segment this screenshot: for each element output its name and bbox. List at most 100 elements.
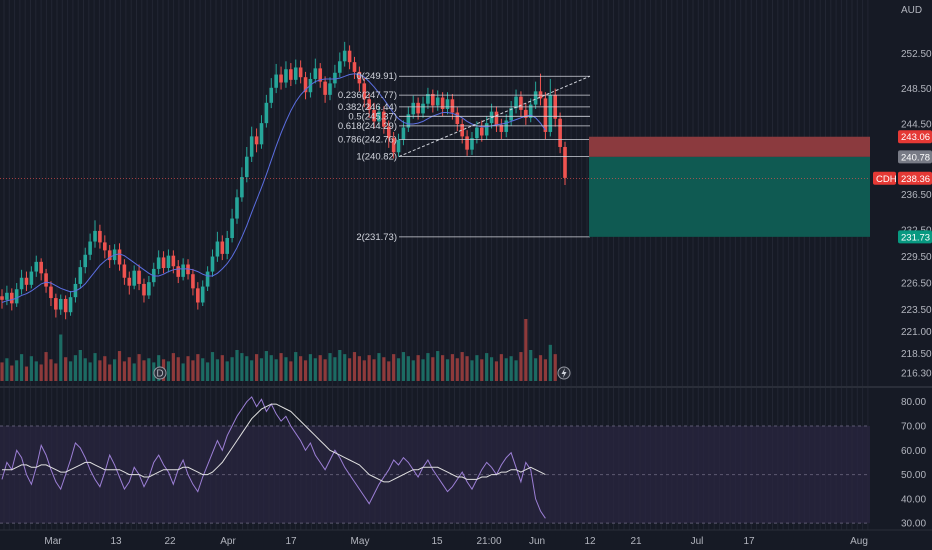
candle-body	[240, 177, 244, 198]
volume-bar	[93, 353, 97, 381]
time-axis-label: 12	[584, 536, 596, 547]
candle-body	[445, 99, 450, 109]
volume-bar	[377, 353, 381, 381]
price-tag-bg	[898, 130, 932, 144]
candle-body	[484, 123, 489, 136]
candle-body	[519, 96, 523, 110]
volume-bars	[0, 319, 557, 381]
price-axis-label: 221.00	[901, 327, 932, 338]
candle-body	[44, 273, 48, 287]
candle-body	[249, 136, 254, 157]
dividend-icon-bg	[153, 366, 167, 380]
time-axis-label: Mar	[44, 536, 62, 547]
price-tag-bg	[898, 150, 932, 164]
volume-bar	[392, 354, 396, 381]
candle-body	[244, 156, 249, 178]
dividend-marker-icon[interactable]: D	[153, 366, 167, 380]
volume-bar	[514, 360, 518, 381]
candle-body	[509, 108, 513, 121]
candle-body	[127, 277, 132, 286]
volume-bar	[299, 356, 303, 381]
volume-bar	[445, 359, 450, 381]
volume-bar	[215, 359, 220, 381]
volume-bar	[499, 354, 503, 381]
fib-level-label: 0.5(245.37)	[348, 111, 397, 122]
volume-bar	[426, 353, 430, 381]
volume-bar	[367, 355, 371, 381]
volume-bar	[132, 363, 136, 381]
price-tag-label: 240.78	[901, 152, 930, 163]
candle-body	[494, 111, 499, 125]
rsi-axis-label: 50.00	[901, 470, 926, 481]
stop-loss-zone[interactable]	[589, 136, 870, 157]
candle-body	[181, 264, 185, 277]
volume-bar	[460, 352, 464, 381]
rsi-axis-label: 40.00	[901, 494, 926, 505]
volume-bar	[34, 361, 38, 381]
fibonacci-retracement[interactable]: 0(249.91) 0.236(247.77)0.382(246.44)0.5(2…	[338, 71, 590, 243]
moving-average-line	[1, 73, 546, 303]
candle-body	[142, 283, 146, 296]
candle-body	[289, 69, 293, 80]
volume-bar	[88, 362, 92, 381]
candle-body	[274, 74, 278, 88]
candle-body	[279, 74, 283, 83]
candle-body	[426, 93, 430, 104]
lightning-icon[interactable]	[557, 366, 571, 380]
price-tag-bg	[898, 230, 932, 244]
fib-trend-line[interactable]	[398, 75, 591, 157]
rsi-axis[interactable]: 80.00 70.00 60.00 50.00 40.00 30.00	[901, 397, 926, 529]
volume-bar	[44, 352, 48, 381]
candle-body	[63, 298, 68, 313]
symbol-tag-bg	[873, 171, 896, 185]
price-tag-label: 243.06	[901, 132, 930, 143]
volume-bar	[113, 359, 117, 381]
candle-body	[338, 61, 342, 73]
volume-bar	[250, 360, 254, 381]
volume-bar	[343, 354, 347, 381]
volume-bar	[396, 358, 401, 381]
volume-bar	[421, 359, 425, 381]
volume-bar	[24, 366, 29, 381]
volume-bar	[117, 351, 122, 381]
candle-body	[88, 241, 92, 255]
price-axis-label: 252.50	[901, 49, 932, 60]
volume-bar	[142, 360, 146, 381]
rsi-axis-label: 30.00	[901, 519, 926, 530]
volume-bar	[254, 354, 259, 381]
volume-bar	[387, 361, 391, 381]
candle-body	[117, 249, 122, 265]
volume-bar	[318, 355, 322, 381]
candle-body	[406, 114, 411, 128]
candle-body	[132, 270, 136, 286]
time-axis-label: Apr	[220, 536, 236, 547]
candle-body	[298, 67, 303, 78]
candle-body	[98, 230, 102, 243]
volume-bar	[78, 350, 82, 381]
candle-body	[29, 271, 34, 285]
volume-bar	[176, 357, 180, 381]
volume-bar	[210, 352, 215, 381]
price-axis[interactable]: 252.50248.50244.50236.50232.50229.50226.…	[901, 49, 932, 380]
fib-level-label: 0.786(242.76)	[338, 134, 397, 145]
candlesticks	[0, 41, 567, 320]
candle-body	[39, 261, 43, 274]
candle-body	[293, 67, 298, 80]
candle-body	[479, 127, 484, 136]
candle-body	[9, 292, 14, 304]
volume-bar	[64, 357, 68, 381]
candle-body	[382, 111, 386, 127]
volume-bar	[274, 359, 278, 381]
price-axis-label: 248.50	[901, 84, 932, 95]
rsi-level-lines	[0, 425, 870, 524]
volume-bar	[220, 355, 224, 381]
candle-body	[411, 102, 416, 115]
candle-body	[196, 288, 200, 303]
volume-bar	[519, 352, 523, 381]
take-profit-zone[interactable]	[589, 156, 870, 237]
volume-bar	[465, 356, 469, 381]
volume-bar	[382, 357, 386, 381]
time-axis[interactable]: Mar 13 22 Apr 17 May 15 21:00 Jun 12 21 Jul 17 Aug	[0, 529, 932, 547]
